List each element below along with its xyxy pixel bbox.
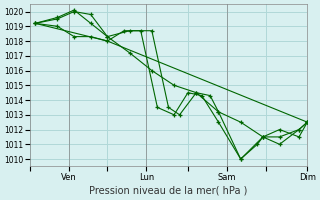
X-axis label: Pression niveau de la mer( hPa ): Pression niveau de la mer( hPa ) <box>89 186 248 196</box>
